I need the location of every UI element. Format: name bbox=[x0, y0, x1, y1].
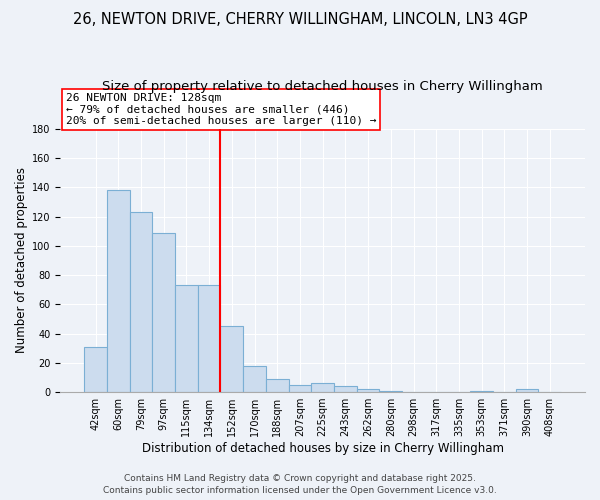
Text: Contains HM Land Registry data © Crown copyright and database right 2025.
Contai: Contains HM Land Registry data © Crown c… bbox=[103, 474, 497, 495]
Text: 26 NEWTON DRIVE: 128sqm
← 79% of detached houses are smaller (446)
20% of semi-d: 26 NEWTON DRIVE: 128sqm ← 79% of detache… bbox=[65, 93, 376, 126]
Bar bbox=[220, 326, 243, 392]
Bar bbox=[379, 390, 402, 392]
Bar bbox=[289, 385, 311, 392]
Bar bbox=[175, 286, 198, 392]
Y-axis label: Number of detached properties: Number of detached properties bbox=[15, 168, 28, 354]
Bar bbox=[107, 190, 130, 392]
Bar bbox=[470, 390, 493, 392]
Bar bbox=[266, 379, 289, 392]
X-axis label: Distribution of detached houses by size in Cherry Willingham: Distribution of detached houses by size … bbox=[142, 442, 503, 455]
Title: Size of property relative to detached houses in Cherry Willingham: Size of property relative to detached ho… bbox=[103, 80, 543, 93]
Bar bbox=[84, 347, 107, 392]
Bar bbox=[198, 286, 220, 392]
Bar bbox=[152, 232, 175, 392]
Bar bbox=[334, 386, 357, 392]
Bar bbox=[357, 389, 379, 392]
Text: 26, NEWTON DRIVE, CHERRY WILLINGHAM, LINCOLN, LN3 4GP: 26, NEWTON DRIVE, CHERRY WILLINGHAM, LIN… bbox=[73, 12, 527, 28]
Bar bbox=[243, 366, 266, 392]
Bar bbox=[311, 384, 334, 392]
Bar bbox=[130, 212, 152, 392]
Bar bbox=[516, 389, 538, 392]
